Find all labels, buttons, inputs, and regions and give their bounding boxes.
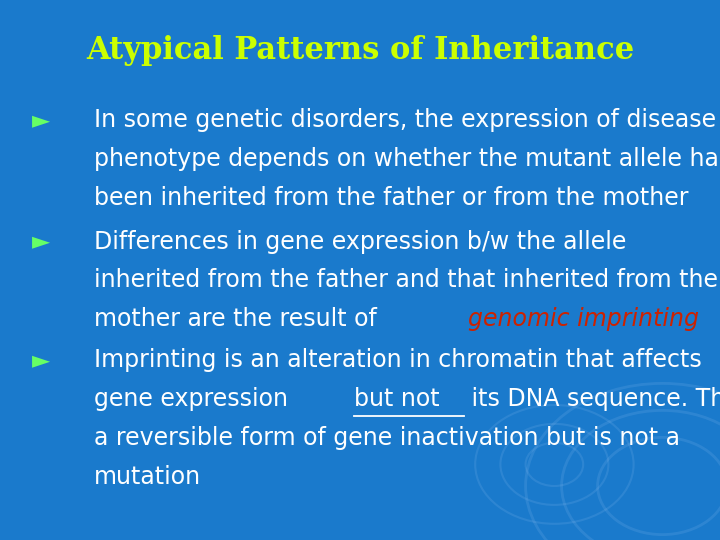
Text: Atypical Patterns of Inheritance: Atypical Patterns of Inheritance [86,35,634,66]
Text: In some genetic disorders, the expression of disease: In some genetic disorders, the expressio… [94,108,716,132]
Text: its DNA sequence. Thus, it is: its DNA sequence. Thus, it is [464,387,720,411]
Text: inherited from the father and that inherited from the: inherited from the father and that inher… [94,268,718,292]
Text: but not: but not [354,387,439,411]
Text: ►: ► [32,108,50,132]
Text: ►: ► [32,348,50,372]
Text: genomic imprinting: genomic imprinting [468,307,699,331]
Text: a reversible form of gene inactivation but is not a: a reversible form of gene inactivation b… [94,426,680,450]
Text: been inherited from the father or from the mother: been inherited from the father or from t… [94,186,688,210]
Text: Differences in gene expression b/w the allele: Differences in gene expression b/w the a… [94,230,626,253]
Text: phenotype depends on whether the mutant allele has: phenotype depends on whether the mutant … [94,147,720,171]
Text: ►: ► [32,230,50,253]
Text: gene expression: gene expression [94,387,295,411]
Text: mutation: mutation [94,465,201,489]
Text: mother are the result of: mother are the result of [94,307,384,331]
Text: Imprinting is an alteration in chromatin that affects: Imprinting is an alteration in chromatin… [94,348,701,372]
